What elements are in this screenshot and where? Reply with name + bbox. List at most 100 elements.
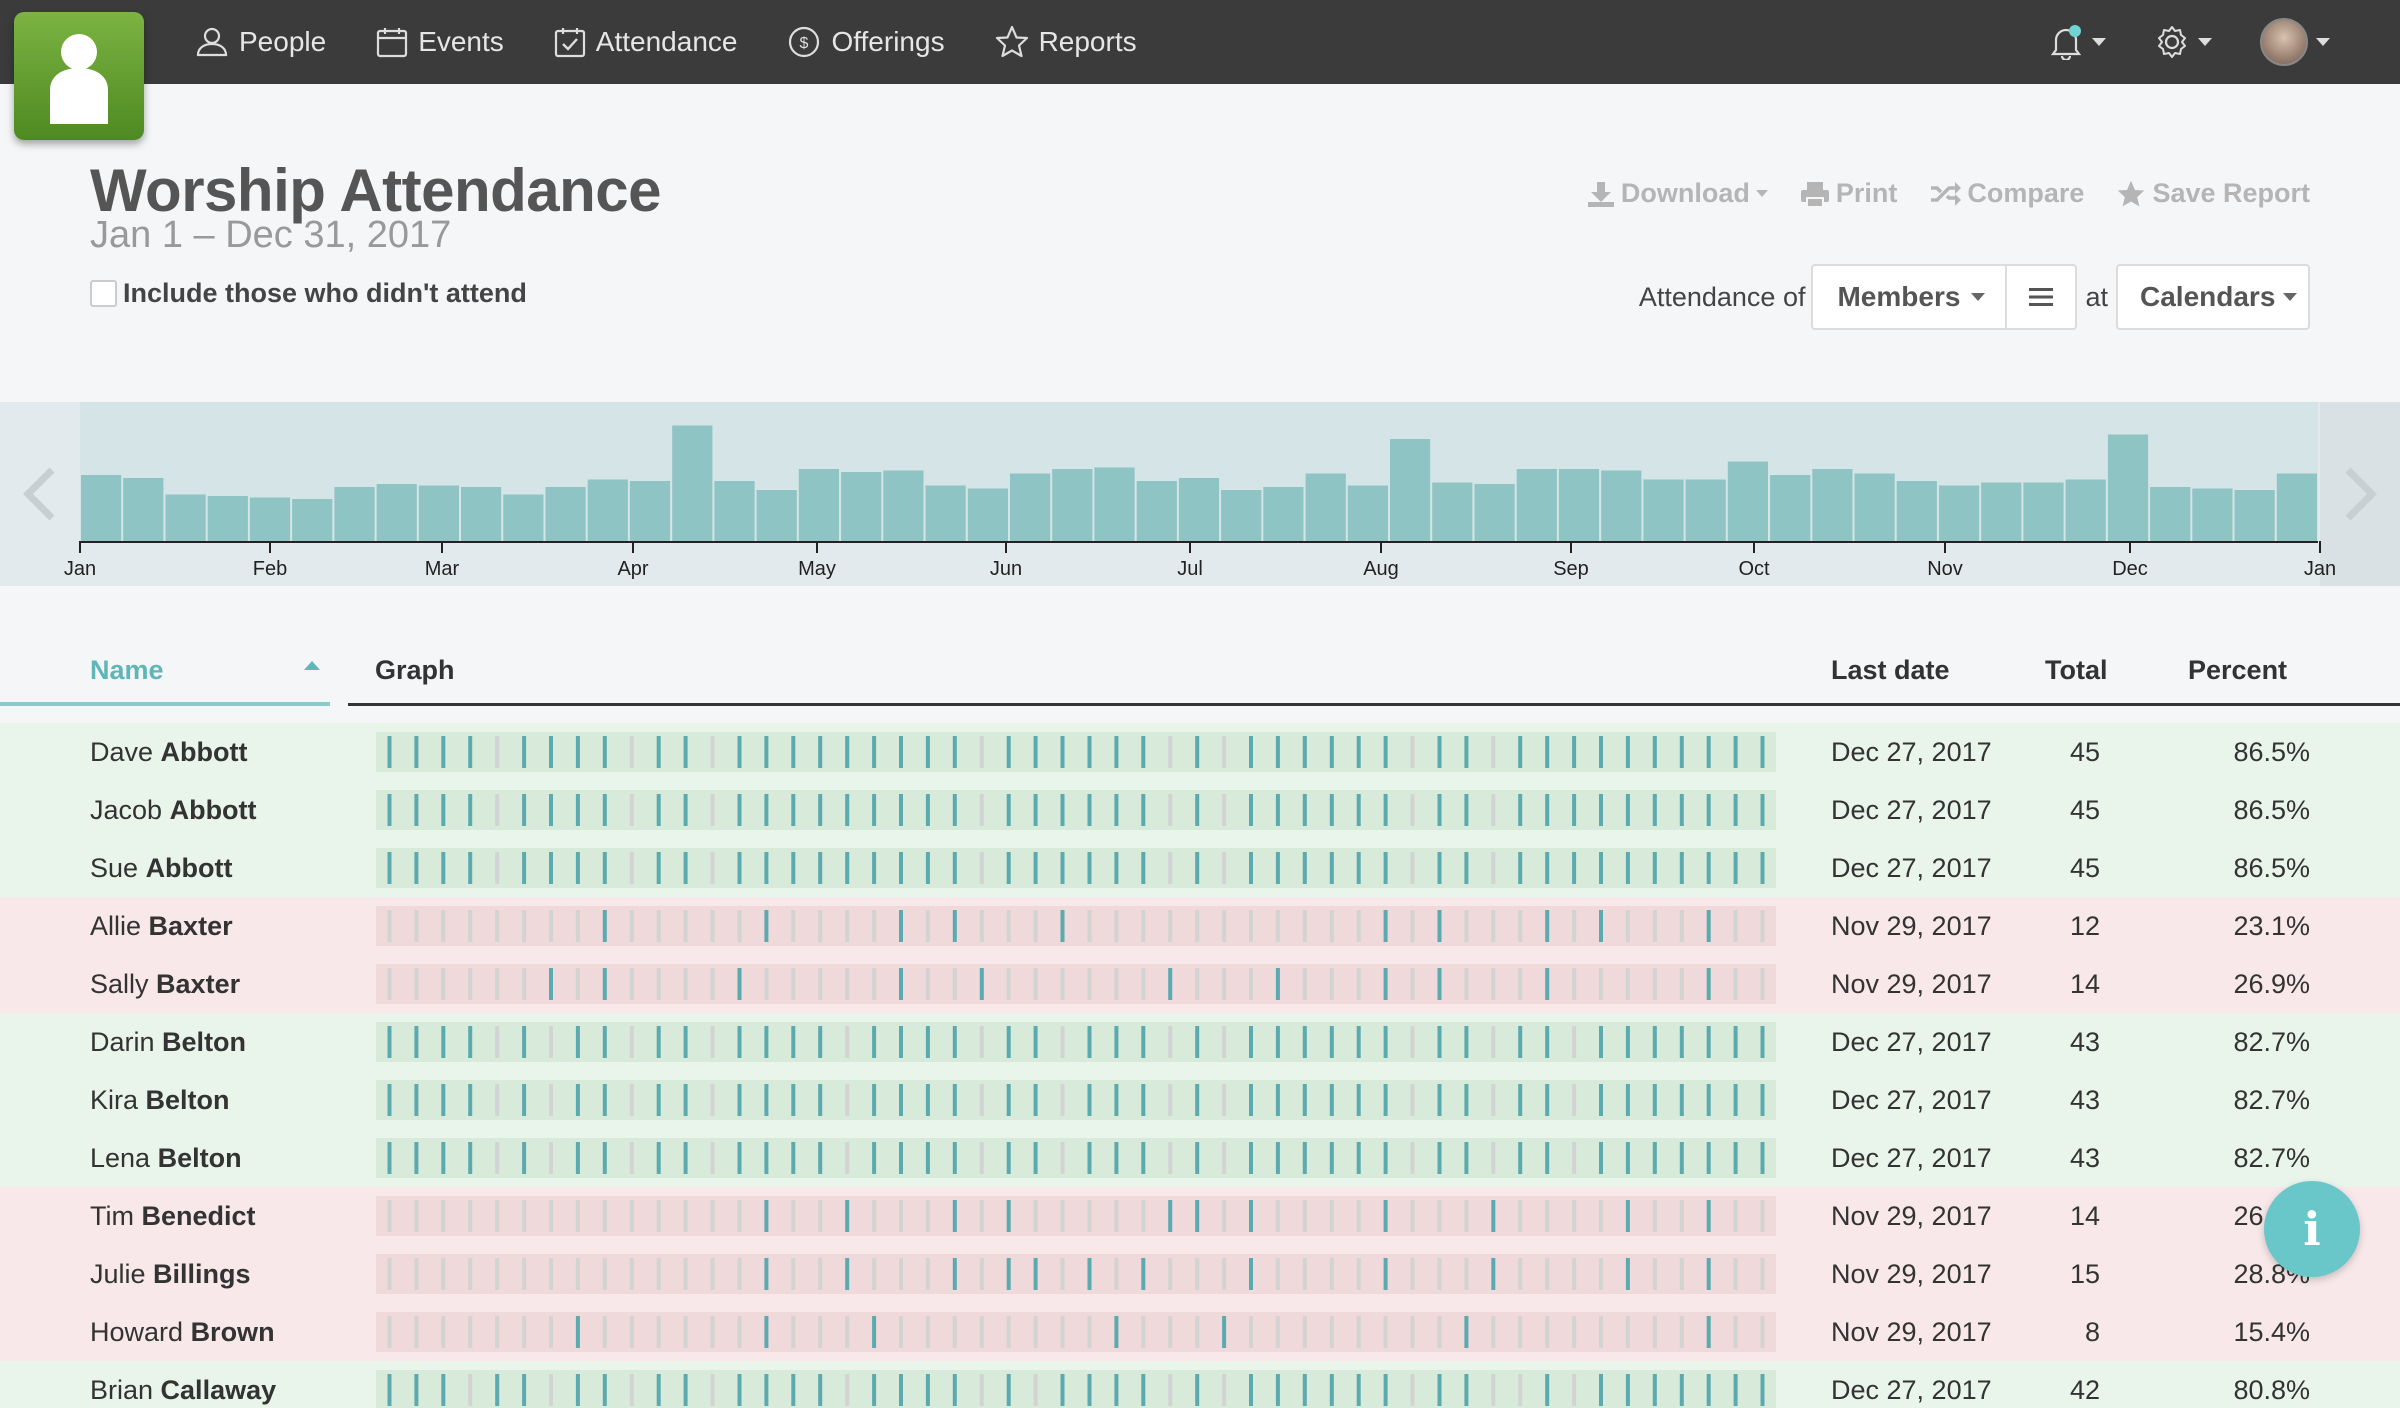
table-row[interactable]: Julie Billings Nov 29, 2017 15 28.8% [0, 1245, 2400, 1303]
last-date-column-header[interactable]: Last date [1831, 655, 1950, 685]
nav-people[interactable]: People [195, 26, 326, 58]
nav-offerings[interactable]: $ Offerings [787, 25, 945, 59]
chart-bar[interactable] [292, 499, 333, 541]
chart-bar[interactable] [418, 485, 459, 542]
person-name[interactable]: Sally Baxter [90, 955, 240, 1013]
total-column-header[interactable]: Total [2045, 655, 2108, 685]
person-name[interactable]: Howard Brown [90, 1303, 275, 1361]
table-row[interactable]: Sue Abbott Dec 27, 2017 45 86.5% [0, 839, 2400, 897]
chart-bar[interactable] [587, 479, 628, 542]
chart-bar[interactable] [1474, 484, 1515, 541]
members-dropdown[interactable]: Members [1811, 264, 2008, 330]
chart-bar[interactable] [461, 487, 502, 541]
name-column-header[interactable]: Name [90, 655, 164, 685]
person-name[interactable]: Sue Abbott [90, 839, 233, 897]
include-non-attendees-toggle[interactable]: Include those who didn't attend [90, 278, 527, 309]
info-button[interactable]: i [2264, 1181, 2360, 1277]
table-row[interactable]: Howard Brown Nov 29, 2017 8 15.4% [0, 1303, 2400, 1361]
chart-bar[interactable] [967, 488, 1008, 542]
person-name[interactable]: Lena Belton [90, 1129, 242, 1187]
chart-bar[interactable] [925, 485, 966, 542]
chart-bar[interactable] [376, 484, 417, 541]
chart-bar[interactable] [1812, 469, 1853, 541]
save-report-button[interactable]: Save Report [2116, 178, 2310, 209]
chart-bar[interactable] [81, 475, 122, 541]
chart-bar[interactable] [798, 469, 839, 541]
chart-bar[interactable] [756, 490, 797, 541]
person-name[interactable]: Darin Belton [90, 1013, 246, 1071]
include-checkbox[interactable] [90, 280, 117, 307]
chart-bar[interactable] [1939, 485, 1980, 542]
chart-bar[interactable] [249, 497, 291, 542]
chart-bar[interactable] [503, 494, 544, 542]
percent-column-header[interactable]: Percent [2188, 655, 2288, 685]
chart-bar[interactable] [1263, 487, 1304, 541]
chart-bar[interactable] [1390, 439, 1431, 541]
table-row[interactable]: Allie Baxter Nov 29, 2017 12 23.1% [0, 897, 2400, 955]
chart-bar[interactable] [545, 487, 586, 541]
chart-bar[interactable] [1727, 461, 1768, 542]
chart-bar[interactable] [1981, 482, 2022, 542]
nav-reports[interactable]: Reports [995, 25, 1137, 59]
chart-bar[interactable] [2150, 487, 2191, 541]
chart-bar[interactable] [1643, 479, 1684, 542]
chart-bar[interactable] [1010, 473, 1051, 542]
chart-bar[interactable] [1221, 490, 1262, 541]
chart-bar[interactable] [2234, 490, 2275, 541]
chart-bar[interactable] [2192, 488, 2233, 542]
chart-bar[interactable] [1770, 475, 1811, 541]
app-logo[interactable] [14, 12, 144, 140]
list-options-button[interactable] [2007, 264, 2078, 330]
nav-attendance[interactable]: Attendance [554, 26, 737, 58]
chart-bar[interactable] [714, 481, 755, 541]
chart-bar[interactable] [1516, 469, 1557, 541]
chart-bar[interactable] [1094, 467, 1135, 542]
table-row[interactable]: Kira Belton Dec 27, 2017 43 82.7% [0, 1071, 2400, 1129]
chart-bar[interactable] [2065, 479, 2106, 542]
chart-bar[interactable] [1136, 481, 1177, 541]
chart-bar[interactable] [841, 472, 882, 541]
chart-bar[interactable] [672, 425, 713, 542]
chart-bar[interactable] [165, 494, 206, 542]
table-row[interactable]: Dave Abbott Dec 27, 2017 45 86.5% [0, 723, 2400, 781]
table-row[interactable]: Brian Callaway Dec 27, 2017 42 80.8% [0, 1361, 2400, 1408]
table-row[interactable]: Darin Belton Dec 27, 2017 43 82.7% [0, 1013, 2400, 1071]
chart-bar[interactable] [1854, 473, 1895, 542]
chart-bar[interactable] [2276, 473, 2317, 542]
chart-bar[interactable] [1347, 485, 1388, 542]
person-name[interactable]: Jacob Abbott [90, 781, 257, 839]
chart-bar[interactable] [123, 478, 164, 541]
notifications-button[interactable] [2048, 24, 2106, 60]
person-name[interactable]: Julie Billings [90, 1245, 251, 1303]
nav-events[interactable]: Events [376, 26, 504, 58]
print-button[interactable]: Print [1800, 178, 1897, 209]
chart-bar[interactable] [1685, 479, 1726, 542]
chart-bar[interactable] [1432, 482, 1473, 542]
chart-bar[interactable] [1896, 481, 1937, 541]
chart-bar[interactable] [1558, 469, 1600, 541]
download-button[interactable]: Download [1587, 178, 1768, 209]
chart-bar[interactable] [207, 496, 248, 541]
table-row[interactable]: Sally Baxter Nov 29, 2017 14 26.9% [0, 955, 2400, 1013]
sort-asc-icon[interactable] [304, 661, 320, 670]
table-row[interactable]: Lena Belton Dec 27, 2017 43 82.7% [0, 1129, 2400, 1187]
table-row[interactable]: Jacob Abbott Dec 27, 2017 45 86.5% [0, 781, 2400, 839]
chart-bar[interactable] [2107, 434, 2149, 542]
person-name[interactable]: Dave Abbott [90, 723, 248, 781]
chart-bar[interactable] [1601, 470, 1642, 542]
chart-bar[interactable] [629, 481, 671, 541]
chart-bar[interactable] [883, 470, 924, 542]
chart-next-button[interactable] [2320, 402, 2400, 586]
calendars-dropdown[interactable]: Calendars [2116, 264, 2310, 330]
person-name[interactable]: Tim Benedict [90, 1187, 256, 1245]
settings-button[interactable] [2154, 24, 2212, 60]
person-name[interactable]: Kira Belton [90, 1071, 230, 1129]
person-name[interactable]: Brian Callaway [90, 1361, 276, 1408]
chart-bar[interactable] [1305, 473, 1346, 542]
chart-bar[interactable] [1052, 469, 1093, 541]
chart-bar[interactable] [334, 487, 375, 541]
chart-bar[interactable] [2023, 482, 2064, 542]
chart-bar[interactable] [1178, 478, 1220, 541]
person-name[interactable]: Allie Baxter [90, 897, 233, 955]
